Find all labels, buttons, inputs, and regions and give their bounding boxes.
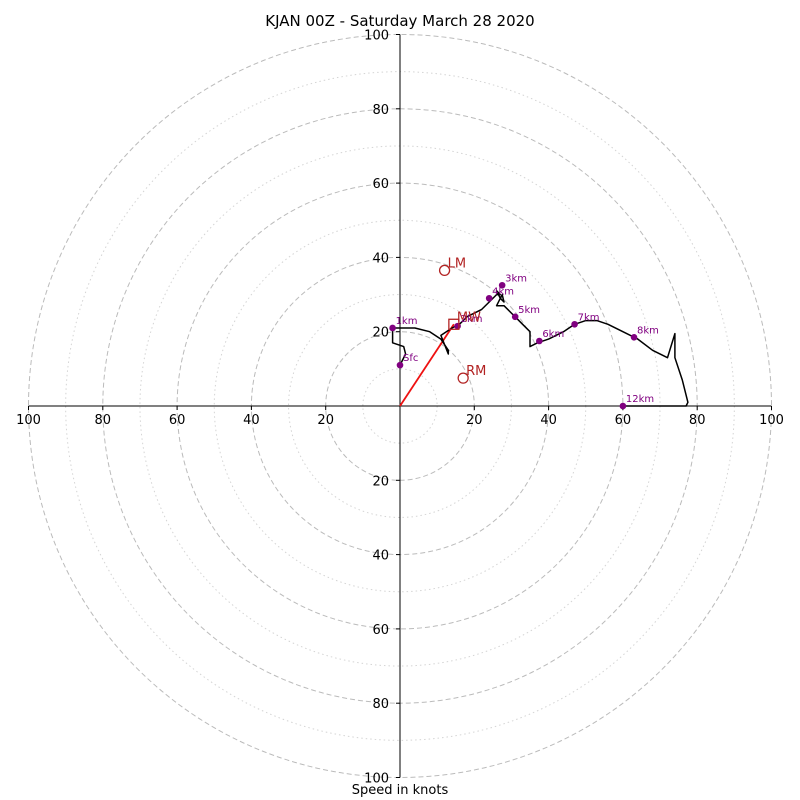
y-tick-label: 60 [372, 177, 389, 192]
height-marker-dot [511, 313, 519, 321]
x-tick-label: 100 [16, 413, 41, 428]
x-tick-label: 100 [759, 413, 784, 428]
speed-tick-labels: 20 20 20 20 40 40 40 40 60 60 60 60 80 80 80 80 100 100 10… [16, 29, 784, 787]
height-marker-dot [630, 333, 638, 341]
y-tick-label: 40 [372, 549, 389, 564]
height-marker-label: 5km [518, 305, 540, 316]
height-marker-dot [536, 337, 543, 345]
x-tick-label: 20 [466, 413, 483, 428]
hodograph-trace [391, 290, 689, 407]
height-marker-dot [389, 324, 396, 332]
chart-title: KJAN 00Z - Saturday March 28 2020 [265, 12, 535, 30]
storm-motion-marker [457, 372, 469, 384]
y-tick-label: 100 [364, 29, 389, 44]
height-marker-label: 7km [578, 312, 600, 323]
y-tick-label: 100 [364, 772, 389, 787]
height-marker-dot [498, 281, 506, 289]
height-marker-label: 12km [626, 394, 654, 405]
mean-wind-marker [448, 318, 460, 330]
height-marker-dot [485, 294, 493, 302]
height-marker-dot [619, 402, 627, 410]
height-marker-label: Sfc [403, 353, 418, 364]
y-tick-label: 40 [372, 251, 389, 266]
height-marker-dot [571, 320, 578, 328]
x-tick-label: 80 [95, 413, 112, 428]
storm-motion-markers: LM RM MW [438, 256, 486, 384]
height-marker-label: 6km [542, 329, 564, 340]
height-marker-label: 8km [637, 325, 659, 336]
shear-vector-line [399, 323, 455, 407]
height-marker-label: 4km [492, 286, 514, 297]
y-tick-label: 60 [372, 623, 389, 638]
storm-motion-label: RM [466, 364, 486, 379]
x-tick-label: 20 [317, 413, 334, 428]
y-tick-label: 20 [372, 326, 389, 341]
x-tick-label: 80 [689, 413, 706, 428]
height-markers: Sfc 1km 2km 3km 4km 5km 6km 7km 8km 12km [389, 273, 659, 410]
shear-vector [399, 323, 455, 407]
x-tick-label: 60 [169, 413, 186, 428]
mean-wind-label: MW [457, 310, 481, 325]
storm-motion-marker [438, 264, 451, 277]
x-tick-label: 40 [540, 413, 557, 428]
x-tick-label: 40 [243, 413, 260, 428]
hodograph-trace-line [391, 290, 689, 407]
y-tick-label: 80 [372, 103, 389, 118]
storm-motion-label: LM [448, 256, 466, 271]
height-marker-label: 2km [461, 314, 483, 325]
y-tick-label: 20 [372, 474, 389, 489]
x-tick-label: 60 [615, 413, 632, 428]
height-marker-label: 3km [505, 273, 527, 284]
y-tick-label: 80 [372, 697, 389, 712]
height-marker-dot [396, 361, 404, 369]
x-axis-label: Speed in knots [351, 783, 449, 798]
height-marker-label: 1km [396, 316, 418, 327]
